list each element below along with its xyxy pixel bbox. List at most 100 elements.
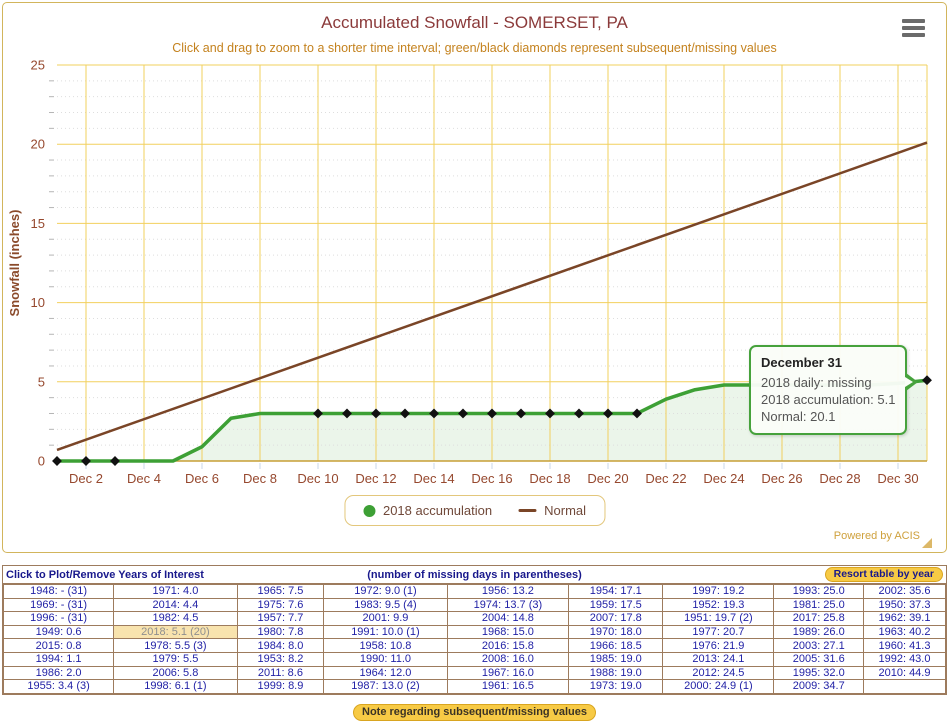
note-row: Note regarding subsequent/missing values: [0, 702, 949, 721]
year-cell[interactable]: 2003: 27.1: [773, 638, 864, 653]
year-cell[interactable]: 2013: 24.1: [662, 651, 775, 667]
chart-menu-icon[interactable]: [902, 19, 925, 40]
tooltip-accumulation: 2018 accumulation: 5.1: [761, 392, 896, 408]
resort-table-button[interactable]: Resort table by year: [824, 567, 943, 582]
year-cell[interactable]: 1998: 6.1 (1): [113, 679, 238, 694]
year-cell[interactable]: 1986: 2.0: [2, 665, 115, 681]
menu-bar: [902, 19, 925, 23]
legend-item-normal[interactable]: Normal: [518, 503, 586, 518]
year-cell[interactable]: 1959: 17.5: [568, 597, 664, 613]
legend-label-2018: 2018 accumulation: [382, 503, 493, 518]
year-cell[interactable]: 1953: 8.2: [236, 651, 325, 667]
year-cell[interactable]: 2014: 4.4: [113, 597, 238, 613]
year-cell[interactable]: 2005: 31.6: [773, 651, 864, 667]
year-cell[interactable]: 2002: 35.6: [862, 584, 947, 599]
year-cell[interactable]: 1949: 0.6: [2, 624, 115, 640]
table-row: 1994: 1.1 1979: 5.5 1953: 8.2 1990: 11.0 200…: [2, 651, 947, 667]
year-cell[interactable]: 1951: 19.7 (2): [662, 611, 775, 626]
year-cell[interactable]: 1984: 8.0: [236, 638, 325, 653]
missing-values-note-button[interactable]: Note regarding subsequent/missing values: [353, 703, 596, 721]
year-cell[interactable]: 1964: 12.0: [323, 665, 448, 681]
year-cell[interactable]: 1971: 4.0: [113, 584, 238, 599]
legend-label-normal: Normal: [544, 503, 587, 518]
menu-bar: [902, 26, 925, 30]
year-cell[interactable]: 1994: 1.1: [2, 651, 115, 667]
year-cell[interactable]: 1950: 37.3: [862, 597, 947, 613]
year-cell[interactable]: 1961: 16.5: [446, 679, 570, 694]
year-cell[interactable]: 2015: 0.8: [2, 638, 115, 653]
year-cell[interactable]: 1977: 20.7: [662, 624, 775, 640]
year-cell[interactable]: 1960: 41.3: [862, 638, 947, 653]
svg-text:10: 10: [31, 295, 45, 310]
svg-text:5: 5: [38, 374, 45, 389]
year-cell[interactable]: 1962: 39.1: [862, 611, 947, 626]
svg-text:Dec 8: Dec 8: [243, 471, 277, 486]
year-cell[interactable]: 1987: 13.0 (2): [323, 679, 448, 694]
powered-by-acis-link[interactable]: Powered by ACIS: [833, 530, 920, 542]
year-cell[interactable]: 1991: 10.0 (1): [323, 624, 448, 640]
year-cell[interactable]: 1993: 25.0: [773, 584, 864, 599]
year-cell[interactable]: 1954: 17.1: [568, 584, 664, 599]
year-cell[interactable]: 1985: 19.0: [568, 651, 664, 667]
year-cell[interactable]: 1982: 4.5: [113, 611, 238, 626]
svg-text:Dec 30: Dec 30: [877, 471, 918, 486]
year-cell[interactable]: 1967: 16.0: [446, 665, 570, 681]
year-cell[interactable]: 1957: 7.7: [236, 611, 325, 626]
year-cell[interactable]: 2006: 5.8: [113, 665, 238, 681]
year-cell[interactable]: 1969: - (31): [2, 597, 115, 613]
svg-text:Dec 14: Dec 14: [413, 471, 454, 486]
svg-text:Dec 24: Dec 24: [703, 471, 744, 486]
year-cell[interactable]: 1966: 18.5: [568, 638, 664, 653]
year-cell[interactable]: 1963: 40.2: [862, 624, 947, 640]
year-cell[interactable]: 1979: 5.5: [113, 651, 238, 667]
year-cell[interactable]: 2004: 14.8: [446, 611, 570, 626]
svg-text:Snowfall (inches): Snowfall (inches): [7, 210, 22, 317]
year-cell[interactable]: 1974: 13.7 (3): [446, 597, 570, 613]
year-cell[interactable]: 2016: 15.8: [446, 638, 570, 653]
table-row: 1986: 2.0 2006: 5.8 2011: 8.6 1964: 12.0 196…: [2, 665, 947, 681]
year-cell[interactable]: 1999: 8.9: [236, 679, 325, 694]
year-cell[interactable]: 1988: 19.0: [568, 665, 664, 681]
year-cell[interactable]: 2010: 44.9: [862, 665, 947, 681]
svg-text:20: 20: [31, 137, 45, 152]
year-cell[interactable]: 2000: 24.9 (1): [662, 679, 775, 694]
table-header: Click to Plot/Remove Years of Interest (…: [3, 566, 946, 584]
year-cell[interactable]: 1995: 32.0: [773, 665, 864, 681]
year-cell[interactable]: 2008: 16.0: [446, 651, 570, 667]
year-cell[interactable]: 1956: 13.2: [446, 584, 570, 599]
year-cell[interactable]: 1965: 7.5: [236, 584, 325, 599]
year-cell[interactable]: 1948: - (31): [2, 584, 115, 599]
year-cell[interactable]: 1997: 19.2: [662, 584, 775, 599]
resize-handle-icon[interactable]: [922, 538, 932, 548]
year-cell[interactable]: 1981: 25.0: [773, 597, 864, 613]
year-cell[interactable]: 2001: 9.9: [323, 611, 448, 626]
years-table: 1948: - (31) 1971: 4.0 1965: 7.5 1972: 9.0 …: [2, 584, 947, 694]
year-cell[interactable]: 1980: 7.8: [236, 624, 325, 640]
year-cell[interactable]: 1973: 19.0: [568, 679, 664, 694]
legend-item-2018-accumulation[interactable]: 2018 accumulation: [362, 503, 493, 518]
svg-text:0: 0: [38, 454, 45, 469]
year-cell[interactable]: 1996: - (31): [2, 611, 115, 626]
year-cell[interactable]: 1955: 3.4 (3): [2, 679, 115, 694]
year-cell[interactable]: 1983: 9.5 (4): [323, 597, 448, 613]
year-cell[interactable]: 1976: 21.9: [662, 638, 775, 653]
year-cell[interactable]: 1975: 7.6: [236, 597, 325, 613]
year-cell[interactable]: 2009: 34.7: [773, 679, 864, 694]
year-cell[interactable]: 2007: 17.8: [568, 611, 664, 626]
page-title: Accumulated Snowfall - SOMERSET, PA: [321, 13, 628, 32]
year-cell[interactable]: 2017: 25.8: [773, 611, 864, 626]
year-cell[interactable]: 1978: 5.5 (3): [113, 638, 238, 653]
svg-text:Dec 16: Dec 16: [471, 471, 512, 486]
year-cell[interactable]: 1952: 19.3: [662, 597, 775, 613]
year-cell[interactable]: 1970: 18.0: [568, 624, 664, 640]
year-cell[interactable]: 2011: 8.6: [236, 665, 325, 681]
svg-text:Dec 4: Dec 4: [127, 471, 161, 486]
year-cell[interactable]: 2012: 24.5: [662, 665, 775, 681]
year-cell[interactable]: 1992: 43.0: [862, 651, 947, 667]
year-cell[interactable]: 1989: 26.0: [773, 624, 864, 640]
year-cell[interactable]: 2018: 5.1 (20): [113, 624, 238, 640]
year-cell[interactable]: 1990: 11.0: [323, 651, 448, 667]
year-cell[interactable]: 1968: 15.0: [446, 624, 570, 640]
year-cell[interactable]: 1972: 9.0 (1): [323, 584, 448, 599]
year-cell[interactable]: 1958: 10.8: [323, 638, 448, 653]
